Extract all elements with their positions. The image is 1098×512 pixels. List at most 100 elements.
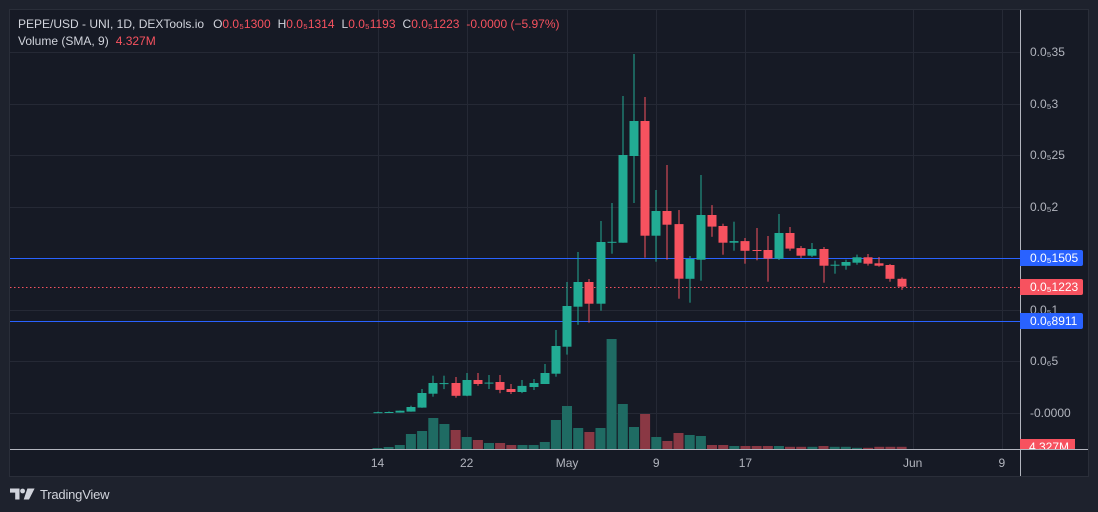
open-label: O [213, 17, 223, 31]
volume-bar [695, 436, 706, 449]
candle-body [640, 121, 650, 236]
candle-wick [443, 375, 445, 390]
candle-down [874, 257, 884, 267]
chart-legend: PEPE/USD - UNI, 1D, DEXTools.io O0.0₅130… [18, 16, 559, 50]
volume-bar [584, 432, 595, 449]
candle-down [763, 236, 773, 282]
volume-bar [484, 443, 494, 449]
candle-body [584, 282, 594, 304]
candle-body [462, 380, 472, 396]
tradingview-logo-text: TradingView [40, 486, 110, 502]
time-axis[interactable]: 14 22 May 9 17 Jun 9 [10, 450, 1020, 476]
candle-wick [488, 375, 490, 389]
tradingview-logo-icon [10, 488, 35, 500]
volume-bar [762, 446, 773, 449]
volume-bar [807, 446, 818, 449]
legend-open: O0.0₅1300 [213, 16, 271, 33]
candle-wick [733, 221, 735, 251]
time-tick: Jun [903, 456, 923, 470]
candle-body [852, 257, 862, 263]
candle-up [807, 243, 817, 257]
symbol-title[interactable]: PEPE/USD - UNI, 1D, DEXTools.io [18, 17, 205, 31]
price-tick: 0.0₅35 [1030, 45, 1065, 60]
candle-up [417, 389, 427, 408]
price-line-label-upper[interactable]: 0.0₅1505 [1020, 249, 1083, 266]
volume-last-label: 4.327M [1020, 439, 1075, 449]
volume-bar [629, 427, 639, 449]
candle-body [428, 383, 438, 394]
candle-down [819, 247, 829, 283]
plot-area[interactable] [10, 10, 1020, 449]
candle-body [897, 278, 907, 287]
volume-bar [394, 445, 405, 449]
candle-down [863, 254, 873, 266]
volume-bar [428, 418, 439, 449]
candle-body [796, 248, 806, 256]
candle-up [607, 203, 617, 254]
candle-body [406, 407, 416, 412]
candle-wick [611, 203, 613, 254]
candle-up [384, 411, 394, 413]
candle-up [395, 410, 405, 413]
candle-body [696, 215, 706, 260]
volume-bar [729, 446, 740, 449]
volume-bar [405, 434, 416, 449]
volume-bar [383, 447, 394, 449]
legend-high: H0.0₅1314 [278, 16, 335, 33]
legend-low: L0.0₅1193 [342, 16, 396, 33]
candle-wick [689, 256, 691, 303]
candle-down [473, 373, 483, 386]
tradingview-logo-link[interactable]: TradingView [10, 486, 110, 502]
candle-body [517, 385, 527, 392]
volume-bar [461, 437, 472, 449]
candle-up [852, 254, 862, 265]
volume-bar [573, 428, 584, 449]
legend-main-series: PEPE/USD - UNI, 1D, DEXTools.io O0.0₅130… [18, 16, 559, 33]
candle-up [830, 260, 840, 274]
candle-down [885, 264, 895, 282]
candle-up [629, 54, 639, 203]
volume-bar [595, 428, 606, 449]
candle-down [674, 210, 684, 299]
price-axis[interactable]: 0.0₅35 0.0₅3 0.0₅25 0.0₅2 0.0₅1 0.0₆5 -0… [1021, 10, 1088, 449]
candle-body [540, 373, 550, 384]
chart-container[interactable] [9, 9, 1089, 477]
volume-bar [773, 446, 784, 449]
volume-bar [707, 445, 717, 449]
candle-body [752, 250, 762, 251]
candle-wick [377, 411, 379, 413]
volume-bar [439, 424, 450, 449]
candle-down [495, 375, 505, 394]
volume-bar [472, 440, 483, 449]
legend-close: C0.0₅1223 [403, 16, 460, 33]
candle-up [462, 373, 472, 397]
candle-wick [756, 228, 758, 261]
volume-bar [495, 443, 506, 449]
candle-wick [744, 238, 746, 264]
volume-indicator-title[interactable]: Volume (SMA, 9) [18, 34, 109, 48]
candles [373, 54, 907, 414]
candle-down [451, 377, 461, 398]
candle-up [685, 256, 695, 303]
volume-bar [885, 446, 896, 449]
volume-bars [372, 339, 907, 449]
candle-down [718, 223, 728, 255]
price-line-label-lower[interactable]: 0.0₆8911 [1020, 312, 1083, 329]
candle-down [740, 238, 750, 264]
candle-up [540, 364, 550, 384]
candle-down [506, 384, 516, 394]
candle-up [841, 259, 851, 270]
volume-bar [651, 437, 662, 449]
volume-bar [372, 448, 383, 449]
candle-body [707, 215, 717, 227]
grid [10, 10, 1020, 449]
candle-up [439, 375, 449, 390]
candle-body [885, 265, 895, 279]
candle-body [651, 211, 661, 236]
close-label: C [402, 17, 412, 31]
volume-bar [550, 420, 561, 449]
candle-body [417, 393, 427, 408]
candle-body [819, 249, 829, 266]
volume-bar [506, 445, 517, 449]
